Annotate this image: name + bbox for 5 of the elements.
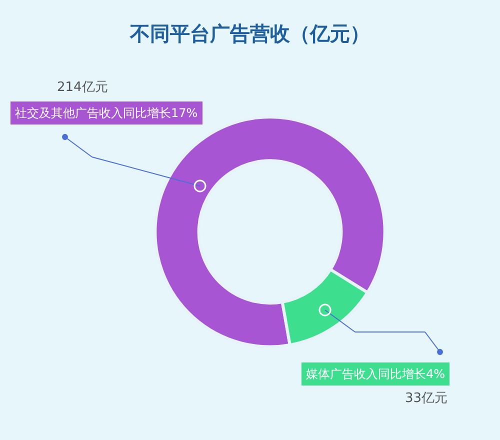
data-label: 33亿元	[405, 391, 448, 406]
chart-title: 不同平台广告营收（亿元）	[129, 21, 370, 46]
slice-label: 媒体广告收入同比增长4%	[306, 367, 446, 381]
slice-label: 社交及其他广告收入同比增长17%	[15, 106, 198, 120]
data-label: 214亿元	[57, 80, 108, 95]
